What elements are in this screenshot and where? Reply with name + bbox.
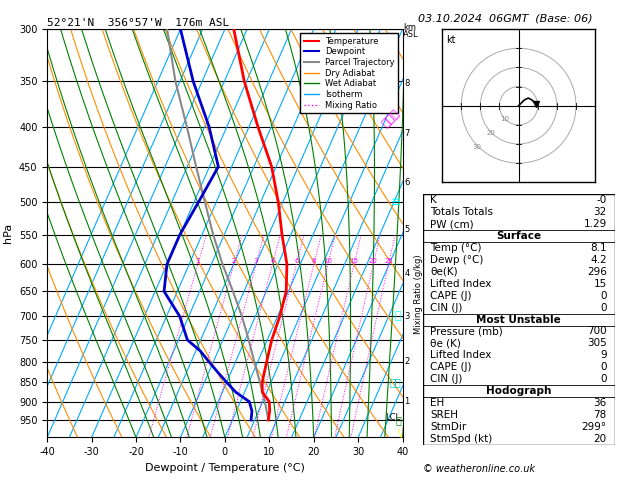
Text: 8: 8	[404, 79, 410, 88]
Text: 1.29: 1.29	[584, 219, 607, 229]
Text: Most Unstable: Most Unstable	[476, 314, 561, 325]
Text: CIN (J): CIN (J)	[430, 303, 463, 312]
Text: 30: 30	[473, 144, 482, 150]
Text: 20: 20	[594, 434, 607, 444]
Text: 1: 1	[404, 397, 409, 406]
Text: Surface: Surface	[496, 231, 541, 241]
Text: 6: 6	[404, 178, 410, 187]
Text: 4: 4	[404, 269, 409, 278]
Text: 7: 7	[404, 129, 410, 138]
Text: 52°21'N  356°57'W  176m ASL: 52°21'N 356°57'W 176m ASL	[47, 18, 230, 28]
Text: Lifted Index: Lifted Index	[430, 279, 492, 289]
Text: 4: 4	[270, 258, 275, 264]
Text: 2: 2	[231, 258, 236, 264]
Text: ⌿: ⌿	[394, 312, 401, 321]
Text: ⌿⌿: ⌿⌿	[389, 377, 401, 387]
Text: \: \	[398, 429, 401, 439]
Text: 20: 20	[369, 258, 378, 264]
Y-axis label: hPa: hPa	[3, 223, 13, 243]
Text: Hodograph: Hodograph	[486, 386, 551, 396]
Text: Temp (°C): Temp (°C)	[430, 243, 482, 253]
Text: θe(K): θe(K)	[430, 267, 458, 277]
Text: ⌿: ⌿	[396, 415, 401, 425]
Text: 1: 1	[196, 258, 200, 264]
Text: 15: 15	[350, 258, 359, 264]
Text: PW (cm): PW (cm)	[430, 219, 474, 229]
Text: LCL: LCL	[385, 413, 400, 422]
Text: 36: 36	[594, 398, 607, 408]
Text: km: km	[403, 22, 416, 32]
Text: 305: 305	[587, 338, 607, 348]
Text: 8: 8	[312, 258, 316, 264]
Text: Pressure (mb): Pressure (mb)	[430, 327, 503, 336]
Text: CIN (J): CIN (J)	[430, 374, 463, 384]
Text: K: K	[430, 195, 437, 206]
X-axis label: Dewpoint / Temperature (°C): Dewpoint / Temperature (°C)	[145, 463, 305, 473]
Text: ASL: ASL	[403, 30, 419, 39]
Text: Totals Totals: Totals Totals	[430, 207, 493, 217]
Text: 3: 3	[254, 258, 259, 264]
Text: -0: -0	[597, 195, 607, 206]
Text: CAPE (J): CAPE (J)	[430, 362, 472, 372]
Text: ⌿⌿⌿: ⌿⌿⌿	[380, 107, 401, 129]
Text: 32: 32	[594, 207, 607, 217]
Text: 299°: 299°	[582, 422, 607, 432]
Text: 3: 3	[404, 312, 410, 321]
Text: ≡: ≡	[391, 196, 401, 209]
Text: Mixing Ratio (g/kg): Mixing Ratio (g/kg)	[414, 255, 423, 334]
Text: 0: 0	[600, 303, 607, 312]
Legend: Temperature, Dewpoint, Parcel Trajectory, Dry Adiabat, Wet Adiabat, Isotherm, Mi: Temperature, Dewpoint, Parcel Trajectory…	[301, 34, 398, 113]
Text: 78: 78	[594, 410, 607, 420]
Text: SREH: SREH	[430, 410, 459, 420]
Text: 2: 2	[404, 357, 409, 366]
Text: 296: 296	[587, 267, 607, 277]
Text: Lifted Index: Lifted Index	[430, 350, 492, 360]
Text: θe (K): θe (K)	[430, 338, 461, 348]
Text: 25: 25	[384, 258, 393, 264]
Text: 0: 0	[600, 374, 607, 384]
Text: 0: 0	[600, 291, 607, 301]
Text: 10: 10	[500, 117, 509, 122]
Text: 0: 0	[600, 362, 607, 372]
Text: 20: 20	[487, 130, 496, 136]
Text: 4.2: 4.2	[590, 255, 607, 265]
Text: kt: kt	[446, 35, 455, 45]
Text: 6: 6	[294, 258, 299, 264]
Text: 9: 9	[600, 350, 607, 360]
Text: Dewp (°C): Dewp (°C)	[430, 255, 484, 265]
Text: EH: EH	[430, 398, 445, 408]
Text: © weatheronline.co.uk: © weatheronline.co.uk	[423, 464, 535, 474]
Text: 15: 15	[594, 279, 607, 289]
Text: 10: 10	[323, 258, 332, 264]
Text: StmDir: StmDir	[430, 422, 467, 432]
Text: StmSpd (kt): StmSpd (kt)	[430, 434, 493, 444]
Text: 5: 5	[404, 225, 409, 234]
Text: CAPE (J): CAPE (J)	[430, 291, 472, 301]
Text: 03.10.2024  06GMT  (Base: 06): 03.10.2024 06GMT (Base: 06)	[418, 14, 593, 24]
Text: 8.1: 8.1	[590, 243, 607, 253]
Text: 700: 700	[587, 327, 607, 336]
